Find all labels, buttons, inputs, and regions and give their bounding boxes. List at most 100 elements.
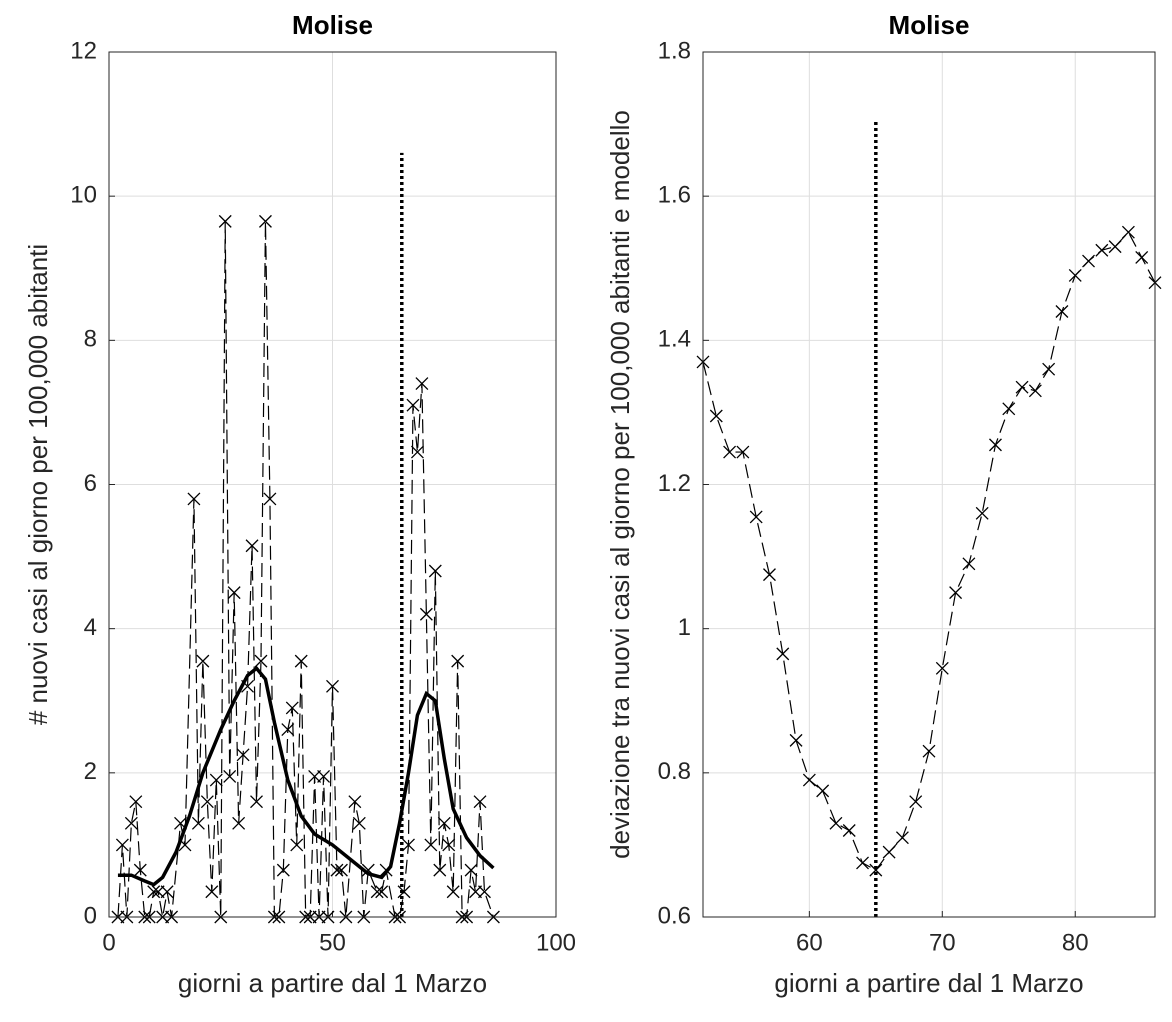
- marker: [1135, 250, 1149, 264]
- marker: [869, 863, 883, 877]
- marker: [281, 723, 295, 737]
- marker: [451, 654, 465, 668]
- marker: [789, 733, 803, 747]
- marker: [949, 586, 963, 600]
- marker: [115, 838, 129, 852]
- x-axis-label: giorni a partire dal 1 Marzo: [774, 968, 1083, 998]
- y-tick-label: 6: [84, 470, 97, 497]
- y-axis-label: # nuovi casi al giorno per 100,000 abita…: [23, 244, 53, 725]
- marker: [232, 816, 246, 830]
- marker: [922, 744, 936, 758]
- marker: [370, 885, 384, 899]
- marker: [294, 654, 308, 668]
- y-tick-label: 4: [84, 614, 97, 641]
- y-tick-label: 10: [70, 182, 97, 209]
- marker: [909, 795, 923, 809]
- marker: [478, 885, 491, 899]
- marker: [397, 885, 411, 899]
- x-tick-label: 0: [102, 929, 115, 956]
- y-tick-label: 8: [84, 326, 97, 353]
- marker: [469, 885, 482, 899]
- marker: [290, 838, 304, 852]
- marker: [723, 445, 737, 459]
- y-tick-label: 12: [70, 37, 97, 64]
- marker: [419, 607, 433, 621]
- x-tick-label: 80: [1062, 929, 1089, 956]
- marker: [442, 838, 456, 852]
- y-tick-label: 0: [84, 902, 97, 929]
- marker: [829, 816, 843, 830]
- y-tick-label: 1.8: [658, 37, 691, 64]
- marker: [245, 539, 259, 553]
- marker: [1095, 243, 1109, 257]
- marker: [895, 831, 909, 845]
- marker: [935, 661, 949, 675]
- y-tick-label: 1.4: [658, 326, 691, 353]
- y-tick-label: 1.6: [658, 182, 691, 209]
- marker: [975, 506, 989, 520]
- marker: [882, 845, 896, 859]
- marker: [254, 654, 268, 668]
- axes-box: [108, 51, 557, 918]
- marker: [308, 769, 322, 783]
- marker: [1028, 384, 1042, 398]
- y-tick-label: 0.6: [658, 902, 691, 929]
- marker: [1055, 305, 1069, 318]
- marker: [160, 885, 174, 899]
- marker: [437, 816, 451, 830]
- y-tick-label: 0.8: [658, 758, 691, 785]
- marker: [218, 214, 232, 228]
- x-tick-label: 60: [796, 929, 823, 956]
- marker: [1015, 380, 1029, 394]
- marker: [191, 816, 205, 830]
- marker: [1002, 402, 1016, 416]
- marker: [1108, 240, 1122, 254]
- chart-title: Molise: [292, 10, 373, 40]
- marker: [749, 510, 763, 524]
- marker: [433, 863, 447, 877]
- marker: [962, 557, 976, 571]
- marker: [187, 492, 201, 506]
- marker: [424, 838, 438, 852]
- marker: [802, 773, 816, 787]
- marker: [326, 679, 339, 693]
- marker: [842, 824, 856, 837]
- marker: [258, 214, 272, 228]
- marker: [263, 492, 277, 506]
- marker: [736, 445, 750, 459]
- marker: [334, 863, 348, 877]
- marker: [205, 885, 219, 899]
- marker: [410, 445, 424, 459]
- x-tick-label: 50: [319, 929, 346, 956]
- marker: [816, 784, 830, 798]
- marker: [147, 885, 161, 899]
- marker: [1042, 362, 1056, 376]
- marker: [348, 795, 362, 809]
- marker: [129, 795, 143, 809]
- marker: [464, 863, 478, 877]
- marker: [209, 773, 223, 787]
- marker: [250, 795, 263, 809]
- chart-title: Molise: [889, 10, 970, 40]
- marker: [406, 398, 420, 412]
- marker: [856, 856, 869, 870]
- marker: [196, 654, 210, 668]
- marker: [473, 795, 487, 809]
- marker: [236, 748, 250, 762]
- marker: [223, 769, 237, 783]
- marker: [352, 816, 366, 830]
- marker: [763, 568, 776, 582]
- marker: [317, 769, 331, 783]
- marker: [709, 409, 723, 423]
- marker: [428, 564, 442, 578]
- marker: [133, 863, 147, 877]
- marker: [415, 377, 429, 391]
- marker: [1121, 225, 1135, 239]
- marker: [446, 885, 460, 899]
- x-axis-label: giorni a partire dal 1 Marzo: [178, 968, 487, 998]
- marker: [989, 438, 1002, 452]
- marker: [375, 885, 389, 899]
- marker: [1068, 268, 1082, 282]
- marker: [1082, 254, 1095, 268]
